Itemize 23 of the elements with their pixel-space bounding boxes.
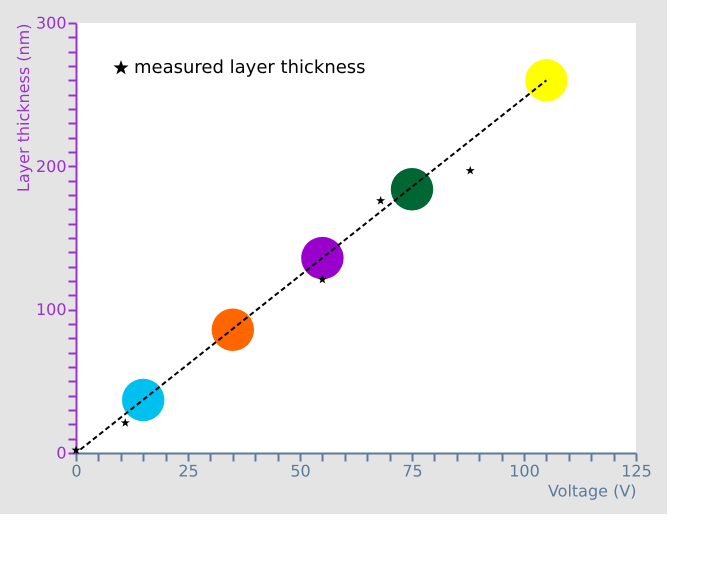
x-tick-label: 25 <box>178 462 199 480</box>
point <box>301 236 344 280</box>
x-tick-label: 125 <box>621 462 652 480</box>
point <box>376 196 386 205</box>
x-tick-label: 0 <box>71 462 82 480</box>
point <box>525 59 568 102</box>
x-tick-label: 75 <box>402 462 423 480</box>
point <box>120 418 130 427</box>
point <box>466 166 475 174</box>
point <box>71 445 81 454</box>
x-tick-label: 50 <box>290 462 311 480</box>
y-tick-label: 200 <box>36 156 66 176</box>
point <box>390 168 434 210</box>
legend-label: measured layer thickness <box>134 57 366 78</box>
x-axis-title: Voltage (V) <box>548 482 636 500</box>
point <box>318 274 327 284</box>
y-tick-label: 300 <box>36 14 66 32</box>
x-tick-label: 100 <box>509 462 540 480</box>
y-axis-title: Layer thickness (nm) <box>14 24 33 192</box>
point <box>212 308 254 351</box>
y-tick-label: 0 <box>56 444 66 462</box>
y-tick-label: 100 <box>36 300 66 320</box>
point <box>122 378 164 422</box>
